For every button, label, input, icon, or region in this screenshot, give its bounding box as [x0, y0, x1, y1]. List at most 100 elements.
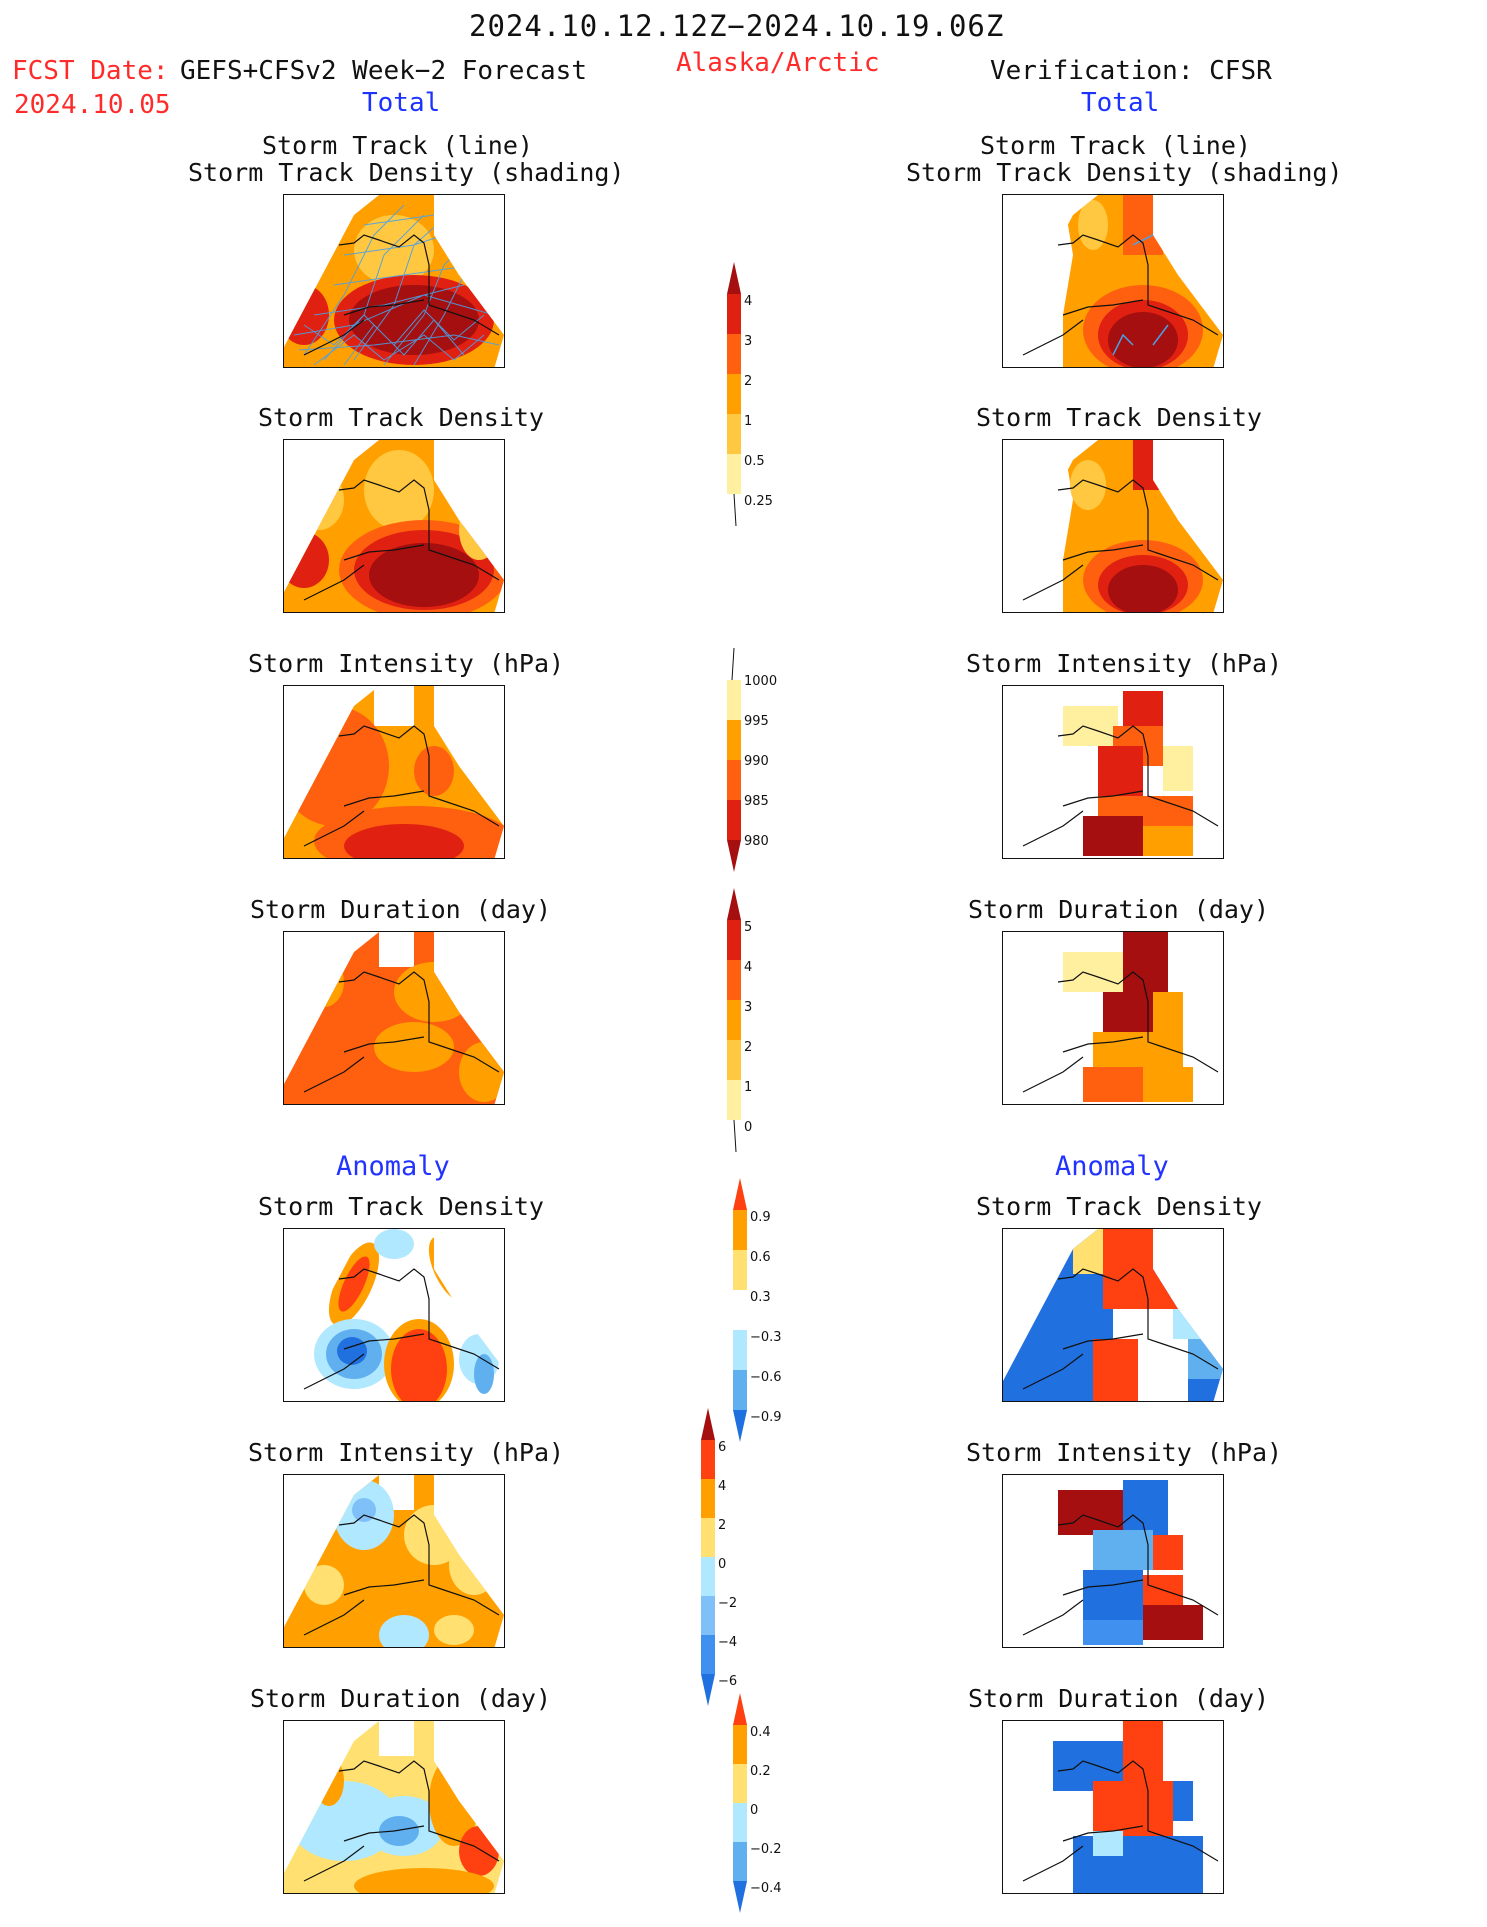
colorbar-segment	[727, 294, 741, 334]
colorbar-tick-label: 0.6	[750, 1250, 771, 1265]
colorbar-segment	[733, 1725, 747, 1764]
right-total-label: Total	[1081, 88, 1160, 118]
colorbar-tick-label: 0	[718, 1557, 726, 1572]
colorbar-segment	[727, 414, 741, 454]
colorbar-segment	[701, 1635, 715, 1674]
colorbar-segment	[701, 1440, 715, 1479]
colorbar-tick-label: −0.6	[750, 1370, 782, 1385]
colorbar-tick-label: 995	[744, 714, 769, 729]
colorbar-tick-label: 0	[750, 1803, 758, 1818]
colorbar-tick-label: 2	[744, 1040, 752, 1055]
colorbar-tick-label: −0.4	[750, 1881, 782, 1896]
colorbar-tip	[733, 1119, 737, 1153]
colorbar-tick-label: 0.2	[750, 1764, 771, 1779]
right-duration-title: Storm Duration (day)	[968, 895, 1270, 924]
colorbar-tip	[731, 647, 735, 681]
left-total-label: Total	[362, 88, 441, 118]
right-anom-intensity-title: Storm Intensity (hPa)	[966, 1438, 1283, 1467]
colorbar-tick-label: 990	[744, 754, 769, 769]
colorbar-segment	[733, 1842, 747, 1881]
colorbar-density-total: 4 3 2 1 0.5 0.25	[727, 262, 787, 546]
colorbar-tick-label: 5	[744, 920, 752, 935]
left-anom-density-map	[283, 1228, 505, 1402]
colorbar-tip	[733, 1881, 747, 1913]
verification-label: Verification: CFSR	[990, 56, 1272, 86]
colorbar-segment	[727, 1000, 741, 1040]
left-density-title: Storm Track Density	[258, 403, 544, 432]
colorbar-segment	[727, 1080, 741, 1120]
colorbar-tip	[733, 1178, 747, 1210]
right-duration-map	[1002, 931, 1224, 1105]
colorbar-tick-label: 3	[744, 1000, 752, 1015]
colorbar-tick-label: 0.5	[744, 454, 765, 469]
colorbar-tick-label: −0.9	[750, 1410, 782, 1425]
colorbar-tick-label: 0.3	[750, 1290, 771, 1305]
fcst-date-label: FCST Date:	[12, 56, 169, 86]
colorbar-segment	[727, 454, 741, 494]
colorbar-segment	[727, 760, 741, 800]
colorbar-tick-label: 6	[718, 1440, 726, 1455]
colorbar-tick-label: −0.3	[750, 1330, 782, 1345]
right-density-map	[1002, 439, 1224, 613]
left-intensity-map	[283, 685, 505, 859]
left-anom-duration-map	[283, 1720, 505, 1894]
fcst-source: GEFS+CFSv2 Week−2 Forecast	[180, 56, 587, 86]
right-density-title: Storm Track Density	[976, 403, 1262, 432]
colorbar-tick-label: 4	[718, 1479, 726, 1494]
colorbar-segment	[733, 1290, 747, 1330]
left-track-line-title: Storm Track (line)	[262, 131, 533, 160]
right-anom-intensity-map	[1002, 1474, 1224, 1648]
colorbar-tick-label: 4	[744, 960, 752, 975]
left-anom-intensity-title: Storm Intensity (hPa)	[248, 1438, 565, 1467]
left-density-map	[283, 439, 505, 613]
region-title: Alaska/Arctic	[676, 48, 880, 78]
colorbar-segment	[727, 334, 741, 374]
left-anom-intensity-map	[283, 1474, 505, 1648]
colorbar-tip	[733, 1693, 747, 1725]
left-anom-density-title: Storm Track Density	[258, 1192, 544, 1221]
left-duration-title: Storm Duration (day)	[250, 895, 552, 924]
colorbar-segment	[733, 1210, 747, 1250]
colorbar-segment	[701, 1518, 715, 1557]
right-anom-duration-title: Storm Duration (day)	[968, 1684, 1270, 1713]
colorbar-tick-label: 1000	[744, 674, 777, 689]
colorbar-tip	[701, 1674, 715, 1706]
colorbar-intensity-total: 1000 995 990 985 980	[727, 647, 787, 892]
left-track-map	[283, 194, 505, 368]
right-track-map	[1002, 194, 1224, 368]
colorbar-segment	[727, 680, 741, 720]
colorbar-tick-label: −0.2	[750, 1842, 782, 1857]
colorbar-tick-label: 1	[744, 1080, 752, 1095]
colorbar-tip	[727, 840, 741, 872]
colorbar-segment	[727, 920, 741, 960]
colorbar-tip	[727, 888, 741, 920]
colorbar-tick-label: 0.25	[744, 494, 773, 509]
left-anom-duration-title: Storm Duration (day)	[250, 1684, 552, 1713]
colorbar-tip	[727, 262, 741, 294]
colorbar-tick-label: 0.9	[750, 1210, 771, 1225]
colorbar-segment	[727, 720, 741, 760]
colorbar-segment	[733, 1330, 747, 1370]
colorbar-tick-label: 980	[744, 834, 769, 849]
colorbar-segment	[733, 1764, 747, 1803]
colorbar-tick-label: 0	[744, 1120, 752, 1135]
colorbar-tick-label: 1	[744, 414, 752, 429]
colorbar-tip	[733, 1410, 747, 1442]
right-anom-duration-map	[1002, 1720, 1224, 1894]
colorbar-segment	[733, 1803, 747, 1842]
colorbar-tick-label: 2	[744, 374, 752, 389]
right-anom-density-map	[1002, 1228, 1224, 1402]
colorbar-tick-label: 0.4	[750, 1725, 771, 1740]
colorbar-tick-label: −6	[718, 1674, 737, 1689]
colorbar-segment	[733, 1250, 747, 1290]
right-intensity-title: Storm Intensity (hPa)	[966, 649, 1283, 678]
period-title: 2024.10.12.12Z−2024.10.19.06Z	[469, 9, 1005, 43]
colorbar-tip	[733, 493, 737, 527]
colorbar-tick-label: −4	[718, 1635, 737, 1650]
right-anom-density-title: Storm Track Density	[976, 1192, 1262, 1221]
colorbar-tick-label: 3	[744, 334, 752, 349]
right-intensity-map	[1002, 685, 1224, 859]
colorbar-segment	[727, 800, 741, 840]
colorbar-segment	[701, 1479, 715, 1518]
right-track-shading-title: Storm Track Density (shading)	[906, 158, 1343, 187]
